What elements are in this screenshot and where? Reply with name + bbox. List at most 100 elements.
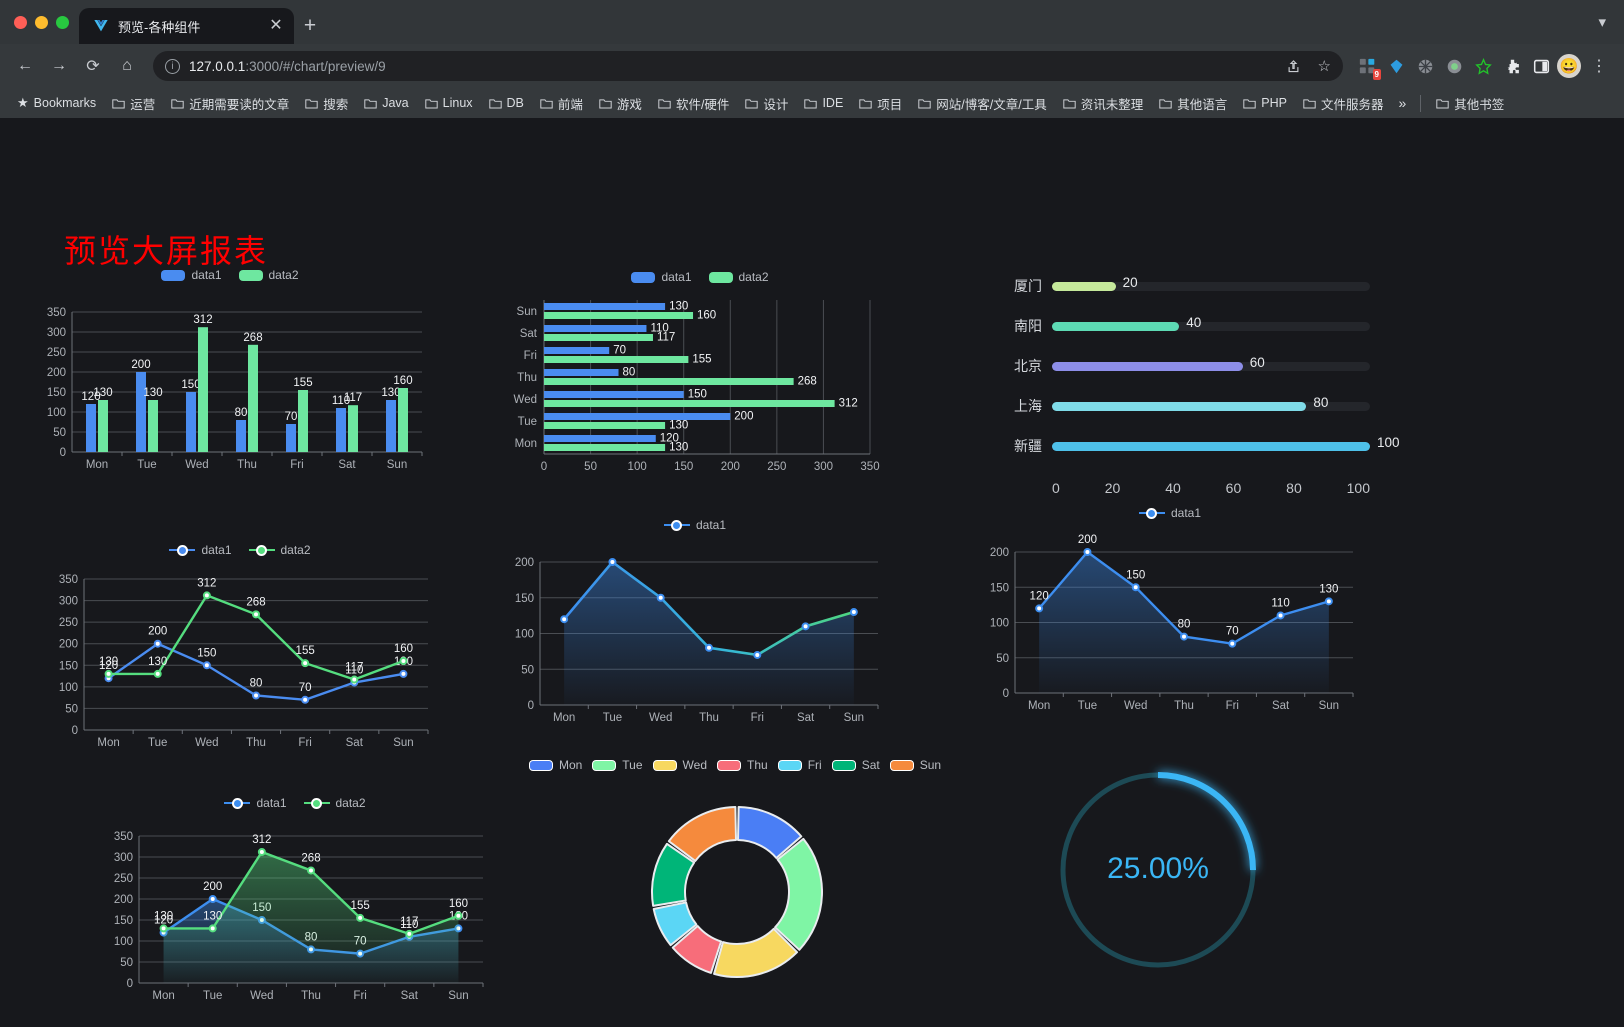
legend-dot — [311, 797, 322, 809]
bookmark-star-icon[interactable]: ☆ — [1317, 58, 1331, 75]
puzzle-extension-icon[interactable] — [1499, 53, 1525, 79]
back-button[interactable]: ← — [17, 57, 33, 74]
bar-vertical-chart[interactable]: 050100150200250300350Mon120130Tue200130W… — [30, 290, 430, 480]
wheel-extension-icon[interactable] — [1412, 53, 1438, 79]
bookmarks-overflow-icon[interactable]: » — [1398, 95, 1407, 111]
legend-item[interactable]: Tue — [592, 758, 643, 772]
legend-item[interactable]: data2 — [248, 543, 311, 557]
legend-item[interactable]: data1 — [631, 270, 692, 284]
bookmark-folder[interactable]: 近期需要读的文章 — [164, 91, 296, 116]
progress-row[interactable]: 上海 80 — [1000, 395, 1370, 416]
minimize-window-button[interactable] — [35, 15, 48, 29]
folder-icon — [1303, 98, 1316, 108]
address-bar[interactable]: i 127.0.0.1:3000/#/chart/preview/9 ☆ — [153, 51, 1343, 81]
legend-line-double: data1 data2 — [40, 543, 440, 557]
bookmark-folder[interactable]: 网站/博客/文章/工具 — [911, 91, 1053, 116]
bookmark-folder[interactable]: 项目 — [852, 91, 909, 116]
chevron-down-icon[interactable]: ▾ — [1598, 14, 1606, 31]
legend-item[interactable]: Mon — [528, 758, 582, 772]
svg-text:Wed: Wed — [195, 737, 218, 749]
reload-button[interactable]: ⟳ — [86, 58, 100, 75]
gauge-chart[interactable]: 25.00% — [1040, 748, 1280, 998]
svg-text:Wed: Wed — [649, 712, 672, 724]
bookmarks-root[interactable]: ★ Bookmarks — [10, 92, 103, 114]
progress-track[interactable]: 40 — [1052, 315, 1370, 331]
legend-item[interactable]: data1 — [224, 796, 287, 810]
browser-menu-button[interactable]: ⋮ — [1591, 58, 1607, 75]
bookmark-folder[interactable]: 设计 — [738, 91, 795, 116]
area-single-chart[interactable]: 0 50 100 150 200 Mon Tue Wed Thu Fri Sat Sun 120 200 1… — [975, 526, 1365, 721]
grid-extension-icon[interactable]: 9 — [1354, 53, 1381, 80]
close-window-button[interactable] — [14, 15, 27, 29]
bookmark-other[interactable]: 其他书签 — [1429, 91, 1511, 116]
bookmark-folder[interactable]: PHP — [1236, 93, 1294, 113]
donut-chart[interactable] — [535, 780, 935, 1005]
bookmark-folder[interactable]: 前端 — [533, 91, 590, 116]
bookmark-folder[interactable]: 游戏 — [592, 91, 649, 116]
svg-text:100: 100 — [59, 682, 78, 694]
bookmark-folder[interactable]: 文件服务器 — [1296, 91, 1391, 116]
share-icon[interactable] — [1286, 59, 1301, 74]
svg-text:200: 200 — [515, 557, 534, 569]
forward-button[interactable]: → — [51, 57, 67, 74]
svg-text:312: 312 — [839, 398, 858, 410]
star-extension-icon[interactable] — [1470, 53, 1496, 79]
legend-item[interactable]: data1 — [161, 268, 222, 282]
bookmark-folder[interactable]: 资讯未整理 — [1056, 91, 1151, 116]
line-double-chart[interactable]: 0 50 100 150 200 250 300 350 Mon Tue Wed Thu Fri Sat S… — [40, 563, 440, 758]
bookmark-label: 网站/博客/文章/工具 — [936, 97, 1047, 112]
bookmark-label: 运营 — [130, 97, 156, 112]
progress-row[interactable]: 南阳 40 — [1000, 315, 1370, 336]
bookmark-label: 软件/硬件 — [675, 97, 730, 112]
chart-panel-gauge: 25.00% — [1040, 748, 1280, 1003]
progress-row[interactable]: 厦门 20 — [1000, 275, 1370, 296]
circle-extension-icon[interactable] — [1441, 53, 1467, 79]
progress-row[interactable]: 新疆 100 — [1000, 435, 1400, 456]
svg-text:155: 155 — [293, 377, 312, 389]
legend-item[interactable]: Sat — [831, 758, 880, 772]
chart-panel-progress: 厦门 20 南阳 40 北京 60 上海 80 新疆 100 0 20 40 60 80 100 — [1000, 275, 1400, 497]
new-tab-button[interactable]: + — [303, 14, 317, 37]
profile-avatar[interactable]: 😀 — [1557, 54, 1581, 78]
browser-tab[interactable]: 预览-各种组件 ✕ — [79, 8, 294, 44]
legend-item[interactable]: data1 — [1138, 506, 1201, 520]
bookmark-folder[interactable]: Linux — [418, 93, 480, 113]
bookmark-folder[interactable]: 软件/硬件 — [651, 91, 736, 116]
home-button[interactable]: ⌂ — [122, 57, 132, 74]
legend-item[interactable]: Wed — [652, 758, 707, 772]
bookmark-folder[interactable]: DB — [482, 93, 531, 113]
diamond-extension-icon[interactable] — [1383, 53, 1409, 79]
sidepanel-icon[interactable] — [1528, 53, 1554, 79]
legend-item[interactable]: data2 — [238, 268, 299, 282]
progress-row[interactable]: 北京 60 — [1000, 355, 1370, 376]
legend-item[interactable]: Fri — [777, 758, 822, 772]
legend-line-marker — [663, 519, 690, 531]
maximize-window-button[interactable] — [56, 15, 69, 29]
progress-track[interactable]: 100 — [1052, 435, 1400, 451]
area-double-chart[interactable]: 0 50 100 150 200 250 300 350 Mon Tue Wed Thu Fri Sat S… — [95, 816, 495, 1011]
legend-item[interactable]: data2 — [708, 270, 769, 284]
close-tab-icon[interactable]: ✕ — [269, 17, 283, 34]
svg-text:0: 0 — [72, 725, 78, 737]
progress-track[interactable]: 20 — [1052, 275, 1370, 291]
site-info-icon[interactable]: i — [165, 58, 180, 74]
bookmark-folder[interactable]: 其他语言 — [1152, 91, 1234, 116]
legend-item[interactable]: Sun — [889, 758, 941, 772]
bookmark-folder[interactable]: 运营 — [105, 91, 162, 116]
folder-icon — [745, 98, 759, 108]
legend-item[interactable]: data2 — [303, 796, 366, 810]
svg-text:312: 312 — [197, 577, 216, 589]
progress-track[interactable]: 60 — [1052, 355, 1370, 371]
line-smooth-chart[interactable]: 0 50 100 150 200 Mon Tue Wed Thu Fri Sat Sun — [500, 538, 890, 733]
legend-item[interactable]: data1 — [169, 543, 232, 557]
svg-text:200: 200 — [59, 639, 78, 651]
progress-track[interactable]: 80 — [1052, 395, 1370, 411]
bookmark-folder[interactable]: Java — [357, 93, 415, 113]
svg-text:150: 150 — [197, 647, 216, 659]
bookmark-label: PHP — [1261, 96, 1287, 110]
legend-item[interactable]: data1 — [663, 518, 726, 532]
legend-item[interactable]: Thu — [717, 758, 768, 772]
bookmark-folder[interactable]: 搜索 — [298, 91, 355, 116]
bookmark-folder[interactable]: IDE — [797, 93, 850, 113]
